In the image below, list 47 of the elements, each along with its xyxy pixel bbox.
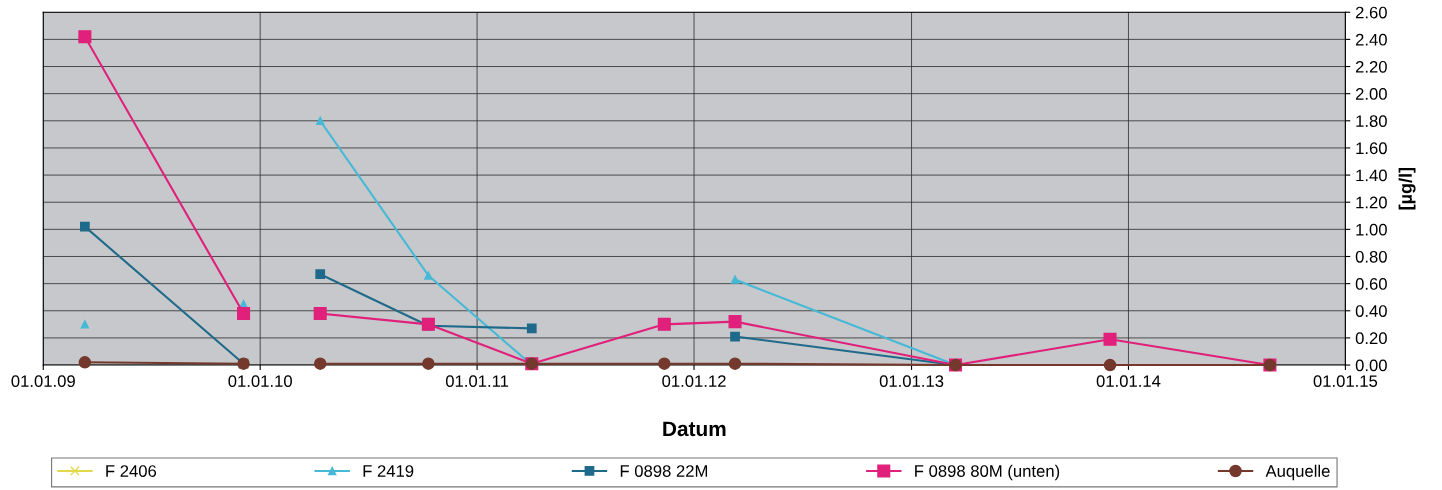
y-tick-label: 1.00: [1356, 223, 1387, 236]
point: [658, 357, 671, 370]
x-tick-label: 01.01.09: [11, 375, 75, 388]
point: [728, 357, 742, 370]
y-tick-label: 2.40: [1355, 33, 1387, 46]
point: [315, 269, 326, 279]
y-tick-label: 0.20: [1355, 332, 1387, 345]
point: [730, 275, 740, 284]
legend-label: Auquelle: [1265, 464, 1330, 481]
y-tick-label: 0.80: [1355, 250, 1387, 263]
x-tick-label: 01.01.11: [445, 375, 509, 388]
point: [79, 221, 90, 232]
point: [78, 30, 92, 44]
point: [422, 357, 435, 370]
legend-label: F 2419: [363, 465, 414, 477]
y-tick-label: 0.40: [1355, 305, 1387, 317]
y-tick-label: 0.00: [1355, 359, 1387, 372]
point: [728, 315, 742, 329]
point: [424, 271, 433, 280]
y-tick-label: 1.40: [1356, 169, 1387, 182]
y-tick-label: 1.20: [1356, 196, 1387, 209]
point: [1103, 332, 1117, 346]
y-tick-label: 2.00: [1355, 88, 1387, 100]
legend-label: F 0898 80M (unten): [915, 464, 1060, 481]
x-axis-title: Datum: [663, 421, 726, 437]
legend-label: F 2406: [106, 465, 157, 477]
point: [526, 323, 537, 334]
x-tick-label: 01.01.15: [1313, 375, 1378, 388]
point: [78, 356, 92, 369]
point: [657, 317, 671, 331]
y-axis-title: [µg/l]: [1398, 167, 1416, 210]
x-tick-label: 01.01.14: [1096, 375, 1161, 388]
y-tick-label: 0.60: [1355, 278, 1387, 290]
point: [313, 357, 327, 370]
point: [730, 331, 740, 342]
point: [313, 306, 327, 321]
legend-label: F 0898 22M: [620, 465, 708, 477]
x-tick-label: 01.01.10: [228, 375, 292, 388]
y-tick-label: 1.80: [1356, 115, 1387, 128]
y-tick-label: 2.60: [1355, 6, 1387, 19]
point: [316, 116, 325, 125]
x-tick-label: 01.01.12: [662, 375, 726, 388]
y-tick-label: 2.20: [1355, 60, 1387, 73]
x-tick-label: 01.01.13: [879, 375, 944, 388]
point: [237, 306, 251, 321]
y-tick-label: 1.60: [1356, 142, 1387, 155]
point: [80, 320, 90, 329]
